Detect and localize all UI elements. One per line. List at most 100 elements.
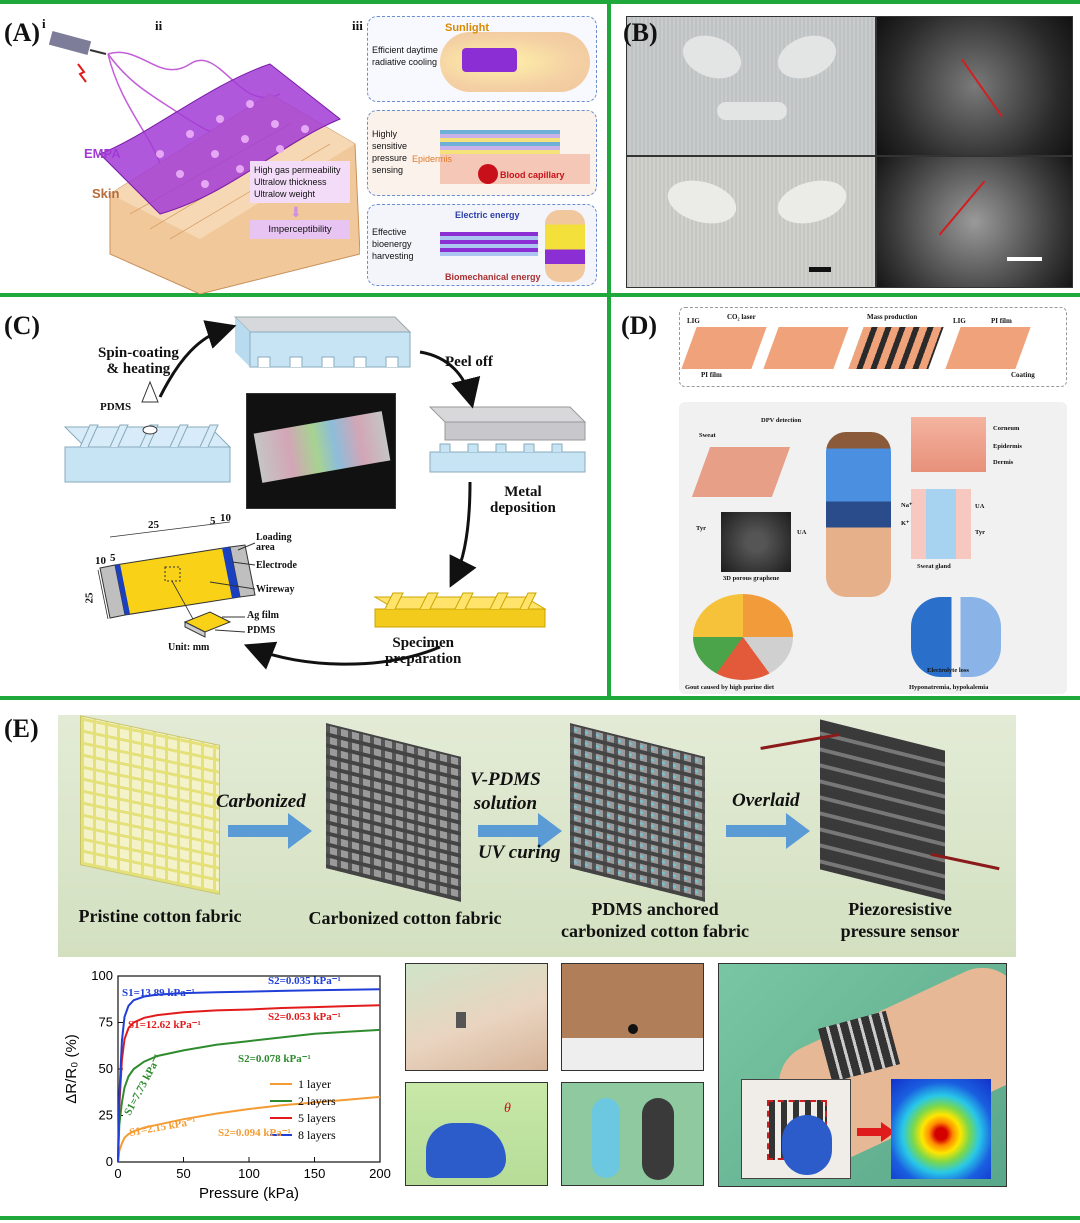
purple-patch [462, 48, 517, 72]
x-tick-label: 50 [176, 1166, 190, 1181]
electrolyte-loss-label: Electrolyte loss [927, 667, 969, 674]
bullet-3: Ultralow weight [254, 189, 316, 199]
dermis-label: Dermis [993, 459, 1014, 466]
k-label: K⁺ [901, 520, 910, 527]
finger-photo: θ [405, 1082, 548, 1186]
gout-label: Gout caused by high purine diet [685, 684, 775, 691]
skin-cross-section [911, 417, 986, 472]
divider-row1 [0, 293, 1080, 297]
divider-row2 [0, 696, 1080, 700]
measurement-line-2 [938, 180, 986, 236]
sweat-label: Sweat [699, 432, 716, 439]
legend-wireway: Wireway [256, 584, 295, 595]
wrist-photo [405, 963, 548, 1071]
wrist-sensor [456, 1012, 466, 1028]
arrow-vpdms-solution: V-PDMS solution [470, 769, 541, 814]
dim-10-right: 10 [220, 512, 231, 524]
skin-label: Skin [92, 186, 120, 201]
neck-photo [561, 963, 704, 1071]
skin-layer [440, 154, 590, 184]
epidermis-label: Epidermis [412, 154, 453, 164]
y-tick-label: 25 [99, 1108, 113, 1123]
pi-film-label-2: PI film [991, 317, 1012, 325]
y-tick-label: 50 [99, 1061, 113, 1076]
panel-b-label: (B) [623, 18, 658, 47]
imperceptibility-badge: Imperceptibility [250, 220, 350, 239]
panel-c: (C) [0, 297, 607, 696]
y-axis-label: ΔR/R₀ (%) [63, 1034, 80, 1104]
property-bullets: High gas permeability Ultralow thickness… [250, 161, 350, 203]
pressure-heatmap [891, 1079, 991, 1179]
leaf-shape-3 [663, 173, 741, 231]
cooling-text: Efficient daytime radiative cooling [372, 45, 438, 67]
step-specimen-preparation: Specimen preparation [385, 635, 462, 667]
arrow-overlaid: Overlaid [732, 790, 800, 811]
title-carbonized: Carbonized cotton fabric [308, 908, 502, 928]
legend-loading-area: Loading area [256, 532, 292, 553]
y-tick-label: 0 [106, 1154, 113, 1169]
graphene-label: 3D porous graphene [723, 575, 780, 582]
blue-glove [426, 1123, 506, 1178]
panel-b: (B) [611, 4, 1080, 293]
hyponatremia-label: Hyponatremia, hypokalemia [909, 684, 989, 691]
legend-label-3: 5 layers [298, 1111, 336, 1125]
step-spin-coating: Spin-coating & heating [98, 345, 179, 377]
dim-25: 25 [148, 519, 159, 531]
dim-25-vertical: 25 [83, 592, 96, 604]
divider-bottom [0, 1216, 1080, 1220]
runner [826, 432, 891, 597]
panel-a: (A) i ii iii EMPA Skin High gas permeabi… [0, 4, 607, 294]
x-tick-label: 100 [238, 1166, 260, 1181]
pdms-top-label: PDMS [100, 401, 132, 413]
runner-figure [545, 210, 585, 282]
harvesting-text: Effective bioenergy harvesting [372, 227, 414, 261]
electric-energy-label: Electric energy [455, 210, 520, 220]
device-photo [246, 393, 396, 509]
divider-top [0, 0, 1080, 4]
lig-label-2: LIG [953, 317, 966, 325]
sensitivity-annotation-3: S1=12.62 kPa⁻¹ [128, 1019, 201, 1031]
legend-pdms: PDMS [247, 625, 276, 636]
body-figures [911, 597, 1001, 677]
closeup-thumb [782, 1115, 832, 1175]
graphene-cube [721, 512, 791, 572]
arrow-uv-curing: UV curing [478, 842, 561, 863]
scale-bar [809, 267, 831, 272]
series-line-2 [117, 1028, 381, 1163]
sweat-gland-label: Sweat gland [917, 563, 951, 570]
x-axis-label: Pressure (kPa) [199, 1185, 299, 1202]
legend-ag-film: Ag film [247, 610, 279, 621]
coating-label: Coating [1011, 371, 1035, 379]
dim-5-left: 5 [110, 552, 116, 564]
process-arrows [228, 813, 810, 849]
theta-label: θ [504, 1101, 511, 1116]
corneum-label: Corneum [993, 425, 1020, 432]
panel-a-sub-i: i [42, 16, 46, 31]
arm-array-photo [718, 963, 1007, 1187]
sensor-layers [440, 130, 560, 154]
dim-5-right: 5 [210, 515, 216, 527]
divider-vertical [607, 0, 611, 698]
harvester-layers [440, 232, 538, 256]
tyr-label: Tyr [696, 525, 706, 532]
chart-background [58, 962, 398, 1212]
step-peel-off: Peel off [445, 354, 493, 370]
sensitivity-annotation-1: S1=13.89 kPa⁻¹ [122, 987, 195, 999]
leaf-shape-2 [771, 27, 843, 87]
panel-c-label: (C) [4, 311, 41, 340]
leaf-shape-4 [773, 173, 851, 231]
arrow-carbonized: Carbonized [216, 791, 306, 812]
iridescent-film [253, 411, 391, 483]
empa-label: EMPA [84, 146, 121, 161]
panel-a-sub-ii: ii [155, 18, 163, 33]
sweat-gland-view [911, 489, 971, 559]
sunlight-label: Sunlight [445, 22, 489, 34]
title-pdms-anchored: PDMS anchored carbonized cotton fabric [561, 899, 749, 941]
epidermis-label-d: Epidermis [993, 443, 1022, 450]
neck-sensor [628, 1024, 638, 1034]
tyr-label-2: Tyr [975, 529, 985, 536]
red-arrow-icon [857, 1122, 895, 1142]
insole-photo [561, 1082, 704, 1186]
gout-wheel [693, 594, 793, 680]
shoe [642, 1098, 674, 1180]
